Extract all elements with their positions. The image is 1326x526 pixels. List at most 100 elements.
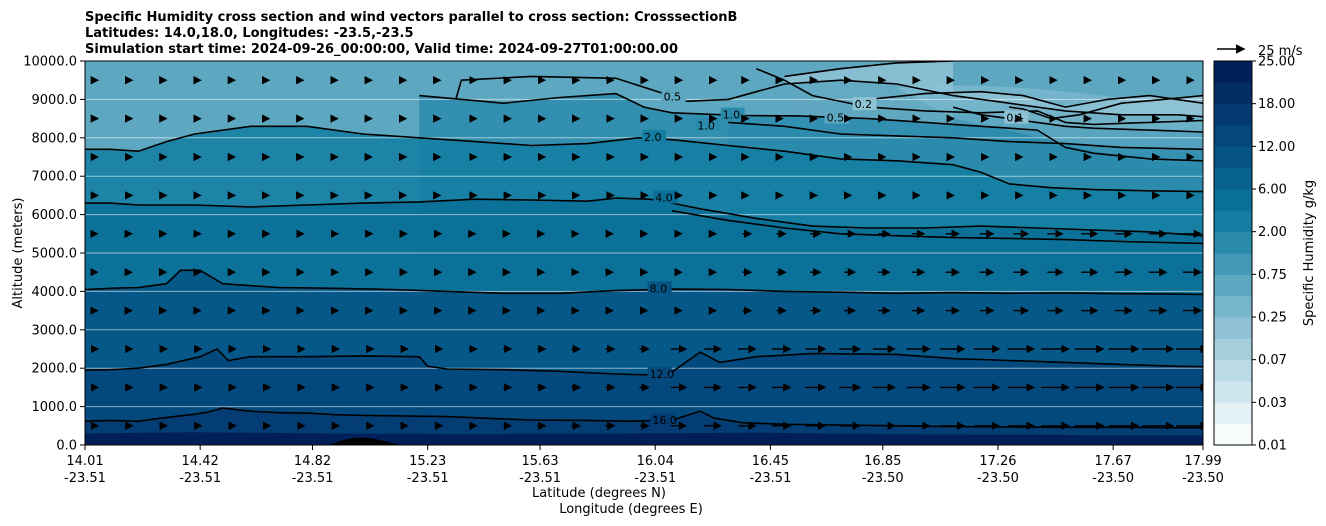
x-tick-label-lat-9: 17.67 xyxy=(1095,454,1132,469)
y-axis: 0.0 1000.0 2000.0 3000.0 4000.0 5000.0 6000.0 7… xyxy=(23,55,85,454)
colorbar-tick-label-4: 0.75 xyxy=(1258,268,1287,283)
x-tick-label-lon-5: -23.51 xyxy=(634,471,676,486)
contour-label-bg-7 xyxy=(720,107,745,121)
colorbar-tick-label-9: 25.00 xyxy=(1258,55,1295,70)
y-tick-label-9: 9000.0 xyxy=(32,93,78,108)
x-tick-label-lon-4: -23.51 xyxy=(519,471,561,486)
wind-vectors xyxy=(90,75,1203,430)
x-tick-label-lat-8: 17.26 xyxy=(979,454,1016,469)
colorbar-tick-label-7: 12.00 xyxy=(1258,140,1295,155)
colorbar-swatch-5 xyxy=(1214,317,1252,339)
colorbar-label: Specific Humidity g/kg xyxy=(1302,180,1317,326)
x-tick-label-lat-7: 16.85 xyxy=(864,454,901,469)
contour-line-6 xyxy=(728,121,1203,151)
contour-label-bg-11 xyxy=(852,97,877,111)
x-tick-label-lat-4: 15.63 xyxy=(521,454,558,469)
colorbar-tick-label-6: 6.00 xyxy=(1258,183,1287,198)
contour-label-1: 12.0 xyxy=(650,368,675,381)
contour-line-1 xyxy=(85,348,1203,376)
y-tick-label-5: 5000.0 xyxy=(32,247,78,262)
contour-label-0: 16.0 xyxy=(652,414,677,427)
contour-label-bg-3 xyxy=(653,190,678,204)
contour-lines: 16.012.08.04.02.01.01.00.50.50.20.1 xyxy=(85,61,1203,429)
y-tick-label-3: 3000.0 xyxy=(32,323,78,338)
contour-label-5: 2.0 xyxy=(644,131,662,144)
contour-line-13 xyxy=(784,61,954,78)
contour-label-bg-1 xyxy=(647,367,672,381)
colorbar-swatch-15 xyxy=(1214,103,1252,126)
x-tick-label-lon-6: -23.51 xyxy=(749,471,791,486)
colorbar-swatch-3 xyxy=(1214,359,1252,382)
contour-label-10: 0.5 xyxy=(827,112,845,125)
colorbar-swatch-12 xyxy=(1214,167,1252,190)
contour-label-bg-9 xyxy=(661,89,686,103)
y-tick-label-8: 8000.0 xyxy=(32,131,78,146)
y-tick-label-0: 0.0 xyxy=(56,439,77,454)
y-tick-label-1: 1000.0 xyxy=(32,400,78,415)
colorbar-swatch-0 xyxy=(1214,423,1252,446)
colorbar: 0.01 0.03 0.07 0.25 0.75 2.00 6.00 12.00 18.00 25… xyxy=(1213,55,1295,454)
chart-title-line-1: Specific Humidity cross section and wind… xyxy=(85,10,737,25)
colorbar-swatch-1 xyxy=(1214,402,1252,425)
colorbar-tick-label-2: 0.07 xyxy=(1258,353,1287,368)
colorbar-swatch-16 xyxy=(1214,82,1252,105)
chart-title-line-2: Latitudes: 14.0,18.0, Longitudes: -23.5,… xyxy=(85,26,414,41)
x-axis: 14.01 -23.51 14.42 -23.51 14.82 -23.51 15.23 -2… xyxy=(64,445,1224,486)
x-tick-label-lat-3: 15.23 xyxy=(409,454,446,469)
plot-area: 16.012.08.04.02.01.01.00.50.50.20.1 xyxy=(85,61,1203,445)
y-tick-label-10: 10000.0 xyxy=(23,55,77,70)
contour-line-12 xyxy=(1009,94,1203,120)
x-tick-label-lon-2: -23.51 xyxy=(292,471,334,486)
quiver-key: 25 m/s xyxy=(1217,44,1303,59)
x-tick-label-lat-0: 14.01 xyxy=(66,454,103,469)
contour-label-bg-2 xyxy=(647,281,672,295)
y-tick-label-6: 6000.0 xyxy=(32,208,78,223)
contour-label-9: 0.5 xyxy=(664,90,682,103)
x-tick-label-lat-10: 17.99 xyxy=(1184,454,1221,469)
colorbar-swatch-7 xyxy=(1214,274,1252,297)
contour-line-2 xyxy=(85,269,1203,296)
x-tick-label-lon-1: -23.51 xyxy=(179,471,221,486)
quiver-key-label: 25 m/s xyxy=(1258,44,1303,59)
x-axis-label-longitude: Longitude (degrees E) xyxy=(559,502,703,517)
x-axis-label-latitude: Latitude (degrees N) xyxy=(532,486,666,501)
colorbar-swatch-13 xyxy=(1214,146,1252,169)
x-tick-label-lon-10: -23.50 xyxy=(1182,471,1224,486)
contour-label-11: 0.2 xyxy=(855,98,873,111)
contour-label-7: 1.0 xyxy=(723,109,741,122)
colorbar-swatch-17 xyxy=(1214,61,1252,83)
x-tick-label-lon-8: -23.50 xyxy=(977,471,1019,486)
y-tick-label-2: 2000.0 xyxy=(32,362,78,377)
contour-label-bg-0 xyxy=(650,413,675,427)
colorbar-swatch-10 xyxy=(1214,210,1252,233)
colorbar-swatch-2 xyxy=(1214,381,1252,403)
colorbar-tick-label-3: 0.25 xyxy=(1258,311,1287,326)
colorbar-frame xyxy=(1213,60,1253,446)
x-tick-label-lon-0: -23.51 xyxy=(64,471,106,486)
y-tick-label-4: 4000.0 xyxy=(32,285,78,300)
contour-label-3: 4.0 xyxy=(655,191,673,204)
x-tick-label-lat-5: 16.04 xyxy=(637,454,674,469)
x-tick-label-lat-2: 14.82 xyxy=(294,454,331,469)
colorbar-swatch-11 xyxy=(1214,189,1252,211)
colorbar-tick-label-1: 0.03 xyxy=(1258,396,1287,411)
x-tick-label-lon-9: -23.50 xyxy=(1092,471,1134,486)
x-tick-label-lat-6: 16.45 xyxy=(752,454,789,469)
y-tick-label-7: 7000.0 xyxy=(32,170,78,185)
colorbar-tick-label-5: 2.00 xyxy=(1258,225,1287,240)
x-tick-label-lat-1: 14.42 xyxy=(182,454,219,469)
x-tick-label-lon-3: -23.51 xyxy=(407,471,449,486)
chart-title-line-3: Simulation start time: 2024-09-26_00:00:… xyxy=(85,42,678,57)
colorbar-swatch-8 xyxy=(1214,253,1252,275)
y-axis-label: Altitude (meters) xyxy=(11,198,26,309)
colorbar-swatch-14 xyxy=(1214,125,1252,147)
terrain-bump xyxy=(330,437,400,445)
contour-line-11 xyxy=(868,90,1203,108)
contour-label-bg-10 xyxy=(824,110,849,124)
x-tick-label-lon-7: -23.50 xyxy=(862,471,904,486)
contour-line-5 xyxy=(85,125,1203,193)
colorbar-swatch-6 xyxy=(1214,295,1252,318)
contour-label-bg-5 xyxy=(642,129,666,143)
contour-label-2: 8.0 xyxy=(650,282,668,295)
